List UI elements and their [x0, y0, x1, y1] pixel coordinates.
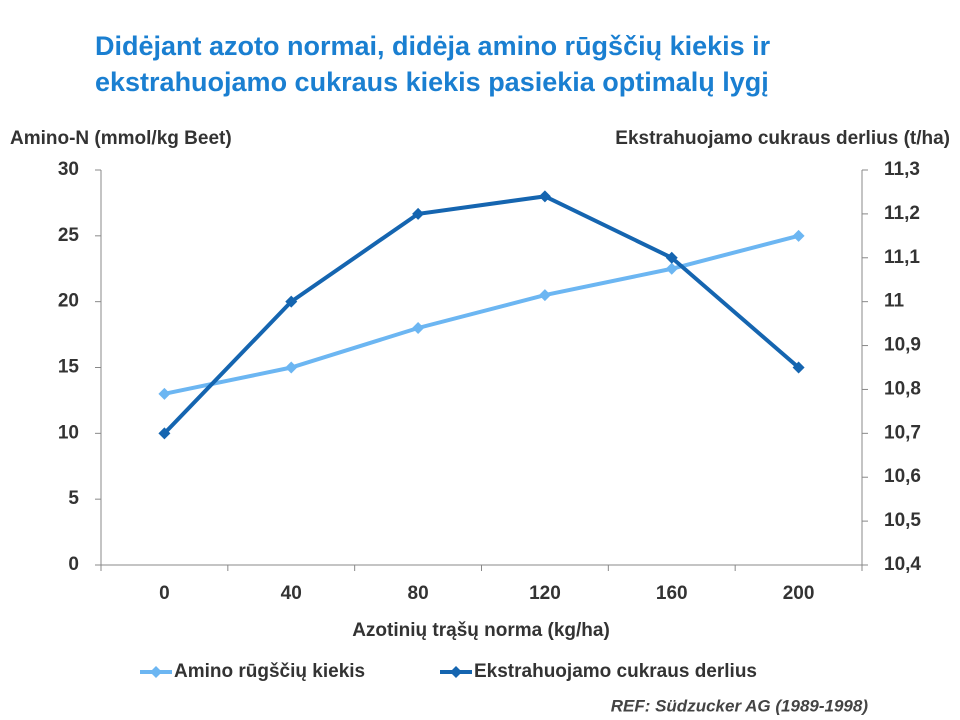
- x-tick-label: 160: [656, 583, 688, 604]
- data-point: [538, 289, 551, 302]
- legend-marker: [150, 666, 162, 678]
- y-tick-label: 20: [58, 291, 79, 312]
- y-tick-label: 30: [58, 159, 79, 180]
- x-tick-label: 0: [159, 583, 170, 604]
- y2-tick-label: 11: [884, 291, 905, 312]
- note: REF: Südzucker AG (1989-1998): [611, 696, 869, 715]
- x-axis-label: Azotinių trąšų norma (kg/ha): [352, 620, 610, 641]
- chart-title: Didėjant azoto normai, didėja amino rūgš…: [95, 31, 771, 61]
- data-point: [792, 361, 805, 374]
- legend-marker: [450, 666, 462, 678]
- y2-tick-label: 10,5: [884, 510, 921, 531]
- data-point: [158, 427, 171, 440]
- y2-tick-label: 10,4: [884, 554, 921, 575]
- y2-tick-label: 11,1: [884, 247, 920, 268]
- chart-title: ekstrahuojamo cukraus kiekis pasiekia op…: [95, 67, 769, 97]
- series-line: [164, 233, 800, 396]
- data-point: [538, 190, 551, 203]
- x-tick-label: 200: [783, 583, 815, 604]
- y-tick-label: 25: [58, 225, 80, 246]
- y2-axis-label: Ekstrahuojamo cukraus derlius (t/ha): [615, 128, 950, 149]
- data-point: [412, 207, 425, 220]
- data-point: [285, 361, 298, 374]
- series-line: [162, 194, 800, 435]
- y-tick-label: 0: [68, 554, 79, 575]
- y2-tick-label: 10,7: [884, 422, 921, 443]
- y-tick-label: 10: [58, 422, 79, 443]
- data-point: [665, 251, 678, 264]
- data-point: [792, 229, 805, 242]
- data-point: [665, 262, 678, 275]
- y-tick-label: 15: [58, 357, 80, 378]
- x-tick-label: 80: [408, 583, 429, 604]
- y-tick-label: 5: [68, 488, 79, 509]
- data-point: [285, 295, 298, 308]
- x-tick-label: 40: [281, 583, 302, 604]
- y2-tick-label: 11,3: [884, 159, 920, 180]
- data-point: [412, 322, 425, 334]
- y2-tick-label: 10,8: [884, 378, 921, 399]
- legend-label: Ekstrahuojamo cukraus derlius: [474, 661, 757, 682]
- data-point: [158, 387, 171, 400]
- x-tick-label: 120: [529, 583, 561, 604]
- y-axis-label: Amino-N (mmol/kg Beet): [10, 128, 232, 149]
- y2-tick-label: 11,2: [884, 203, 920, 224]
- legend-label: Amino rūgščių kiekis: [174, 661, 365, 682]
- y2-tick-label: 10,6: [884, 466, 921, 487]
- y2-tick-label: 10,9: [884, 335, 921, 356]
